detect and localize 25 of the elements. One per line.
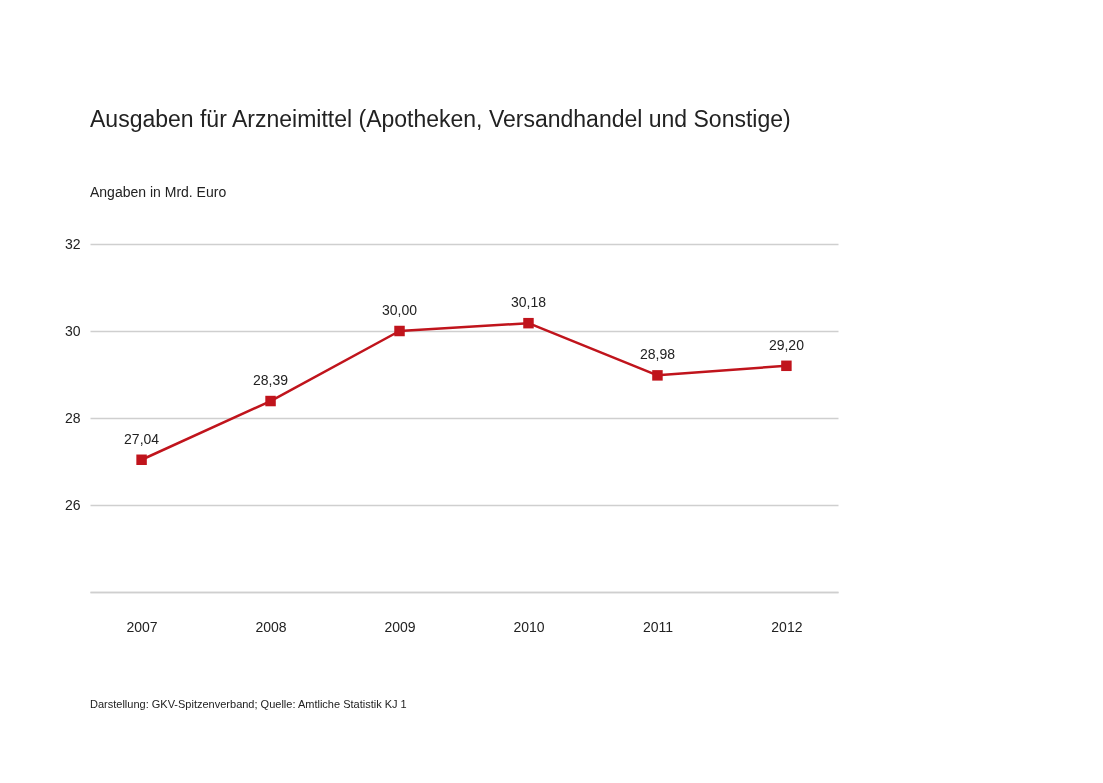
data-label: 29,20 [768,336,805,353]
y-tick-label: 28 [64,409,81,426]
y-tick-label: 32 [64,235,81,252]
data-label: 28,98 [639,346,676,363]
data-label: 30,18 [510,294,547,311]
point [265,395,276,407]
point [136,454,147,465]
point [652,370,663,381]
data-label: 30,00 [381,302,418,318]
x-tick-label: 2008 [255,618,287,635]
y-tick-label: 26 [64,496,81,513]
data-label: 27,04 [124,430,160,447]
text: Darstellung: GKV-Spitzenverband; Quelle: Amtliche Statistik KJ 1 [90,698,407,710]
point [523,317,534,329]
chart-title: Ausgaben für Arzneimittel (Apotheken, Versandhandel und Sonstige) [90,106,791,133]
x-tick-label: 2007 [126,618,158,635]
y-tick-label: 30 [64,322,81,339]
point [394,325,405,337]
x-tick-label: 2010 [513,618,545,635]
x-tick-label: 2011 [642,618,674,635]
data-label: 28,39 [253,372,289,389]
x-tick-label: 2009 [384,618,416,635]
x-tick-label: 2012 [771,618,803,635]
y-axis-title: Angaben in Mrd. Euro [90,184,227,200]
point [781,360,792,372]
